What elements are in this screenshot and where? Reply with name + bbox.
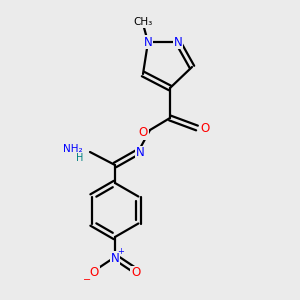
Text: CH₃: CH₃	[134, 17, 153, 27]
Text: O: O	[89, 266, 99, 280]
Text: N: N	[174, 35, 182, 49]
Text: O: O	[131, 266, 141, 280]
Text: +: +	[118, 248, 124, 256]
Text: NH₂: NH₂	[63, 144, 83, 154]
Text: O: O	[200, 122, 210, 134]
Text: −: −	[83, 275, 91, 285]
Text: N: N	[111, 251, 119, 265]
Text: N: N	[136, 146, 144, 160]
Text: O: O	[138, 127, 148, 140]
Text: H: H	[76, 153, 84, 163]
Text: N: N	[144, 35, 152, 49]
